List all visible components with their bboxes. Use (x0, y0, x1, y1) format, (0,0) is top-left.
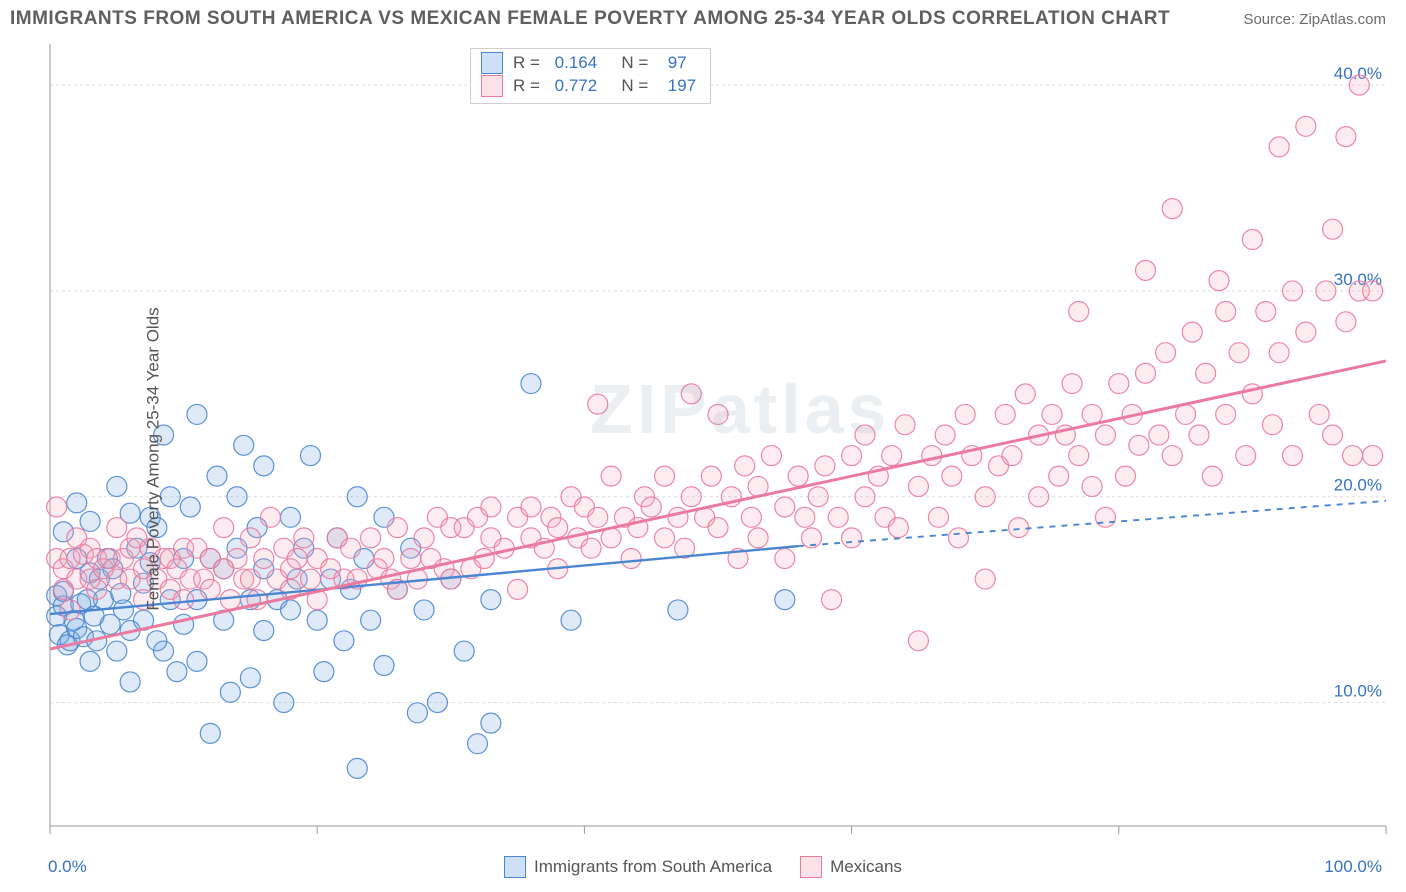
source-label: Source: ZipAtlas.com (1243, 11, 1386, 28)
svg-text:10.0%: 10.0% (1334, 682, 1382, 701)
x-axis-max-label: 100.0% (1324, 857, 1382, 877)
chart-area: Female Poverty Among 25-34 Year Olds 10.… (0, 34, 1406, 884)
legend-swatch-blue (504, 856, 526, 878)
legend-label-blue: Immigrants from South America (534, 857, 772, 877)
x-axis-min-label: 0.0% (48, 857, 87, 877)
title-bar: IMMIGRANTS FROM SOUTH AMERICA VS MEXICAN… (0, 0, 1406, 34)
legend-label-pink: Mexicans (830, 857, 902, 877)
svg-text:20.0%: 20.0% (1334, 476, 1382, 495)
chart-title: IMMIGRANTS FROM SOUTH AMERICA VS MEXICAN… (10, 8, 1170, 30)
legend-item-blue: Immigrants from South America (504, 856, 772, 878)
y-axis-label: Female Poverty Among 25-34 Year Olds (144, 307, 164, 610)
correlation-legend: R = 0.164 N = 97R = 0.772 N = 197 (470, 48, 711, 104)
legend-item-pink: Mexicans (800, 856, 902, 878)
scatter-plot: 10.0%20.0%30.0%40.0% (0, 34, 1406, 884)
bottom-legend: 0.0% Immigrants from South America Mexic… (0, 852, 1406, 884)
legend-swatch-pink (800, 856, 822, 878)
